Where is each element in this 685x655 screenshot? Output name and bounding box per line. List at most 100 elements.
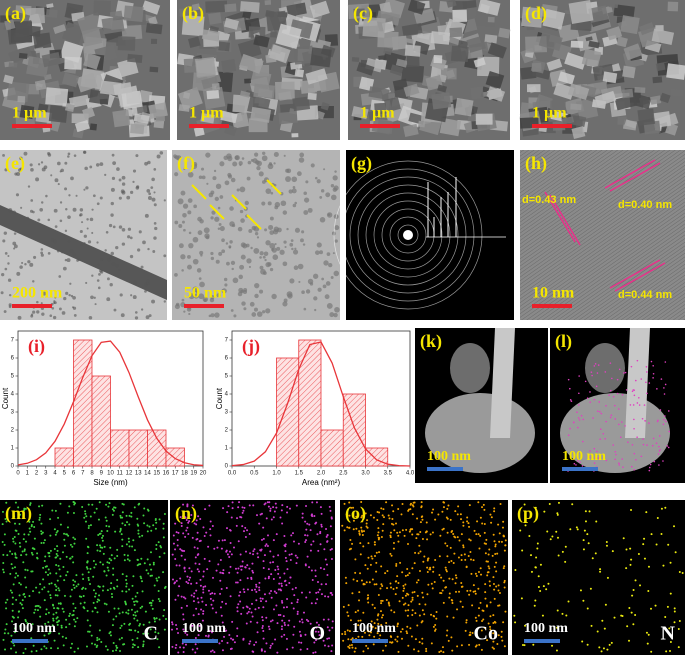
dot (571, 503, 574, 506)
particle (93, 296, 96, 299)
dot (137, 524, 140, 527)
dot (465, 621, 468, 624)
dot (264, 544, 267, 547)
dot (17, 506, 20, 509)
dot (114, 530, 117, 533)
grain (621, 88, 634, 99)
grain (437, 84, 448, 93)
dot (556, 536, 559, 539)
dot (143, 562, 146, 565)
particle (132, 180, 135, 183)
dot (390, 554, 393, 557)
grain (395, 58, 408, 68)
particle (210, 256, 215, 261)
particle (229, 240, 233, 244)
particle (239, 264, 245, 270)
dot (621, 458, 623, 460)
dot (86, 567, 89, 570)
dot (600, 412, 603, 415)
dot (504, 544, 507, 547)
dot (462, 544, 465, 547)
dot (465, 565, 468, 568)
dot (162, 571, 165, 574)
dot (281, 601, 284, 604)
dot (195, 523, 198, 526)
particle (127, 227, 132, 231)
dot (331, 644, 334, 647)
scale-bar (360, 124, 400, 128)
dot (441, 528, 444, 531)
dot (578, 419, 581, 421)
dot (480, 573, 483, 576)
dot (136, 610, 139, 613)
dot (489, 513, 492, 516)
particle (60, 250, 65, 254)
dot (373, 555, 376, 558)
dot (101, 546, 104, 549)
dot (20, 603, 23, 606)
dot (225, 527, 228, 530)
dot (492, 647, 495, 650)
particle (247, 160, 252, 165)
dot (117, 607, 120, 610)
dot (286, 648, 289, 651)
particle (147, 160, 151, 165)
dot (216, 546, 219, 549)
dot (279, 588, 282, 591)
particle (129, 254, 134, 259)
dot (265, 616, 268, 619)
dot (246, 564, 249, 567)
dot (643, 537, 646, 540)
particle (240, 218, 245, 223)
dot (13, 631, 16, 634)
dot (381, 514, 384, 517)
dot (125, 514, 128, 517)
dot (411, 533, 414, 536)
particle (105, 230, 109, 234)
particle (152, 250, 156, 253)
dot (633, 389, 635, 391)
dot (405, 528, 408, 531)
particle (142, 240, 146, 245)
dot (445, 634, 448, 637)
dot (464, 558, 467, 561)
particle (108, 223, 113, 228)
dot (492, 614, 495, 617)
dot (523, 503, 526, 506)
dot (228, 555, 231, 558)
dot (3, 632, 6, 635)
grain (546, 107, 557, 116)
dot (54, 533, 57, 536)
dot (306, 647, 309, 650)
particle (254, 152, 259, 157)
element-label: Co (474, 623, 498, 645)
panel-label: (l) (555, 331, 572, 352)
dot (21, 550, 24, 553)
dot (627, 441, 629, 443)
element-label: C (144, 623, 158, 645)
dot (442, 501, 445, 504)
dot (370, 620, 373, 623)
dot (457, 556, 460, 559)
particle (259, 251, 264, 256)
dot (454, 536, 457, 539)
dot (469, 631, 472, 634)
dot (83, 516, 86, 519)
dot (141, 534, 144, 537)
particle (297, 263, 304, 270)
dot (136, 591, 139, 594)
dot (21, 599, 24, 602)
grain (608, 0, 619, 9)
grain (649, 95, 662, 105)
dot (593, 462, 596, 464)
dot (502, 567, 505, 570)
dot (362, 629, 365, 632)
dot (230, 516, 233, 519)
dot (366, 567, 369, 570)
dot (367, 596, 370, 599)
particle (213, 169, 217, 173)
dot (586, 397, 589, 400)
dot (325, 583, 328, 586)
dot (83, 607, 86, 610)
particle (253, 248, 260, 254)
